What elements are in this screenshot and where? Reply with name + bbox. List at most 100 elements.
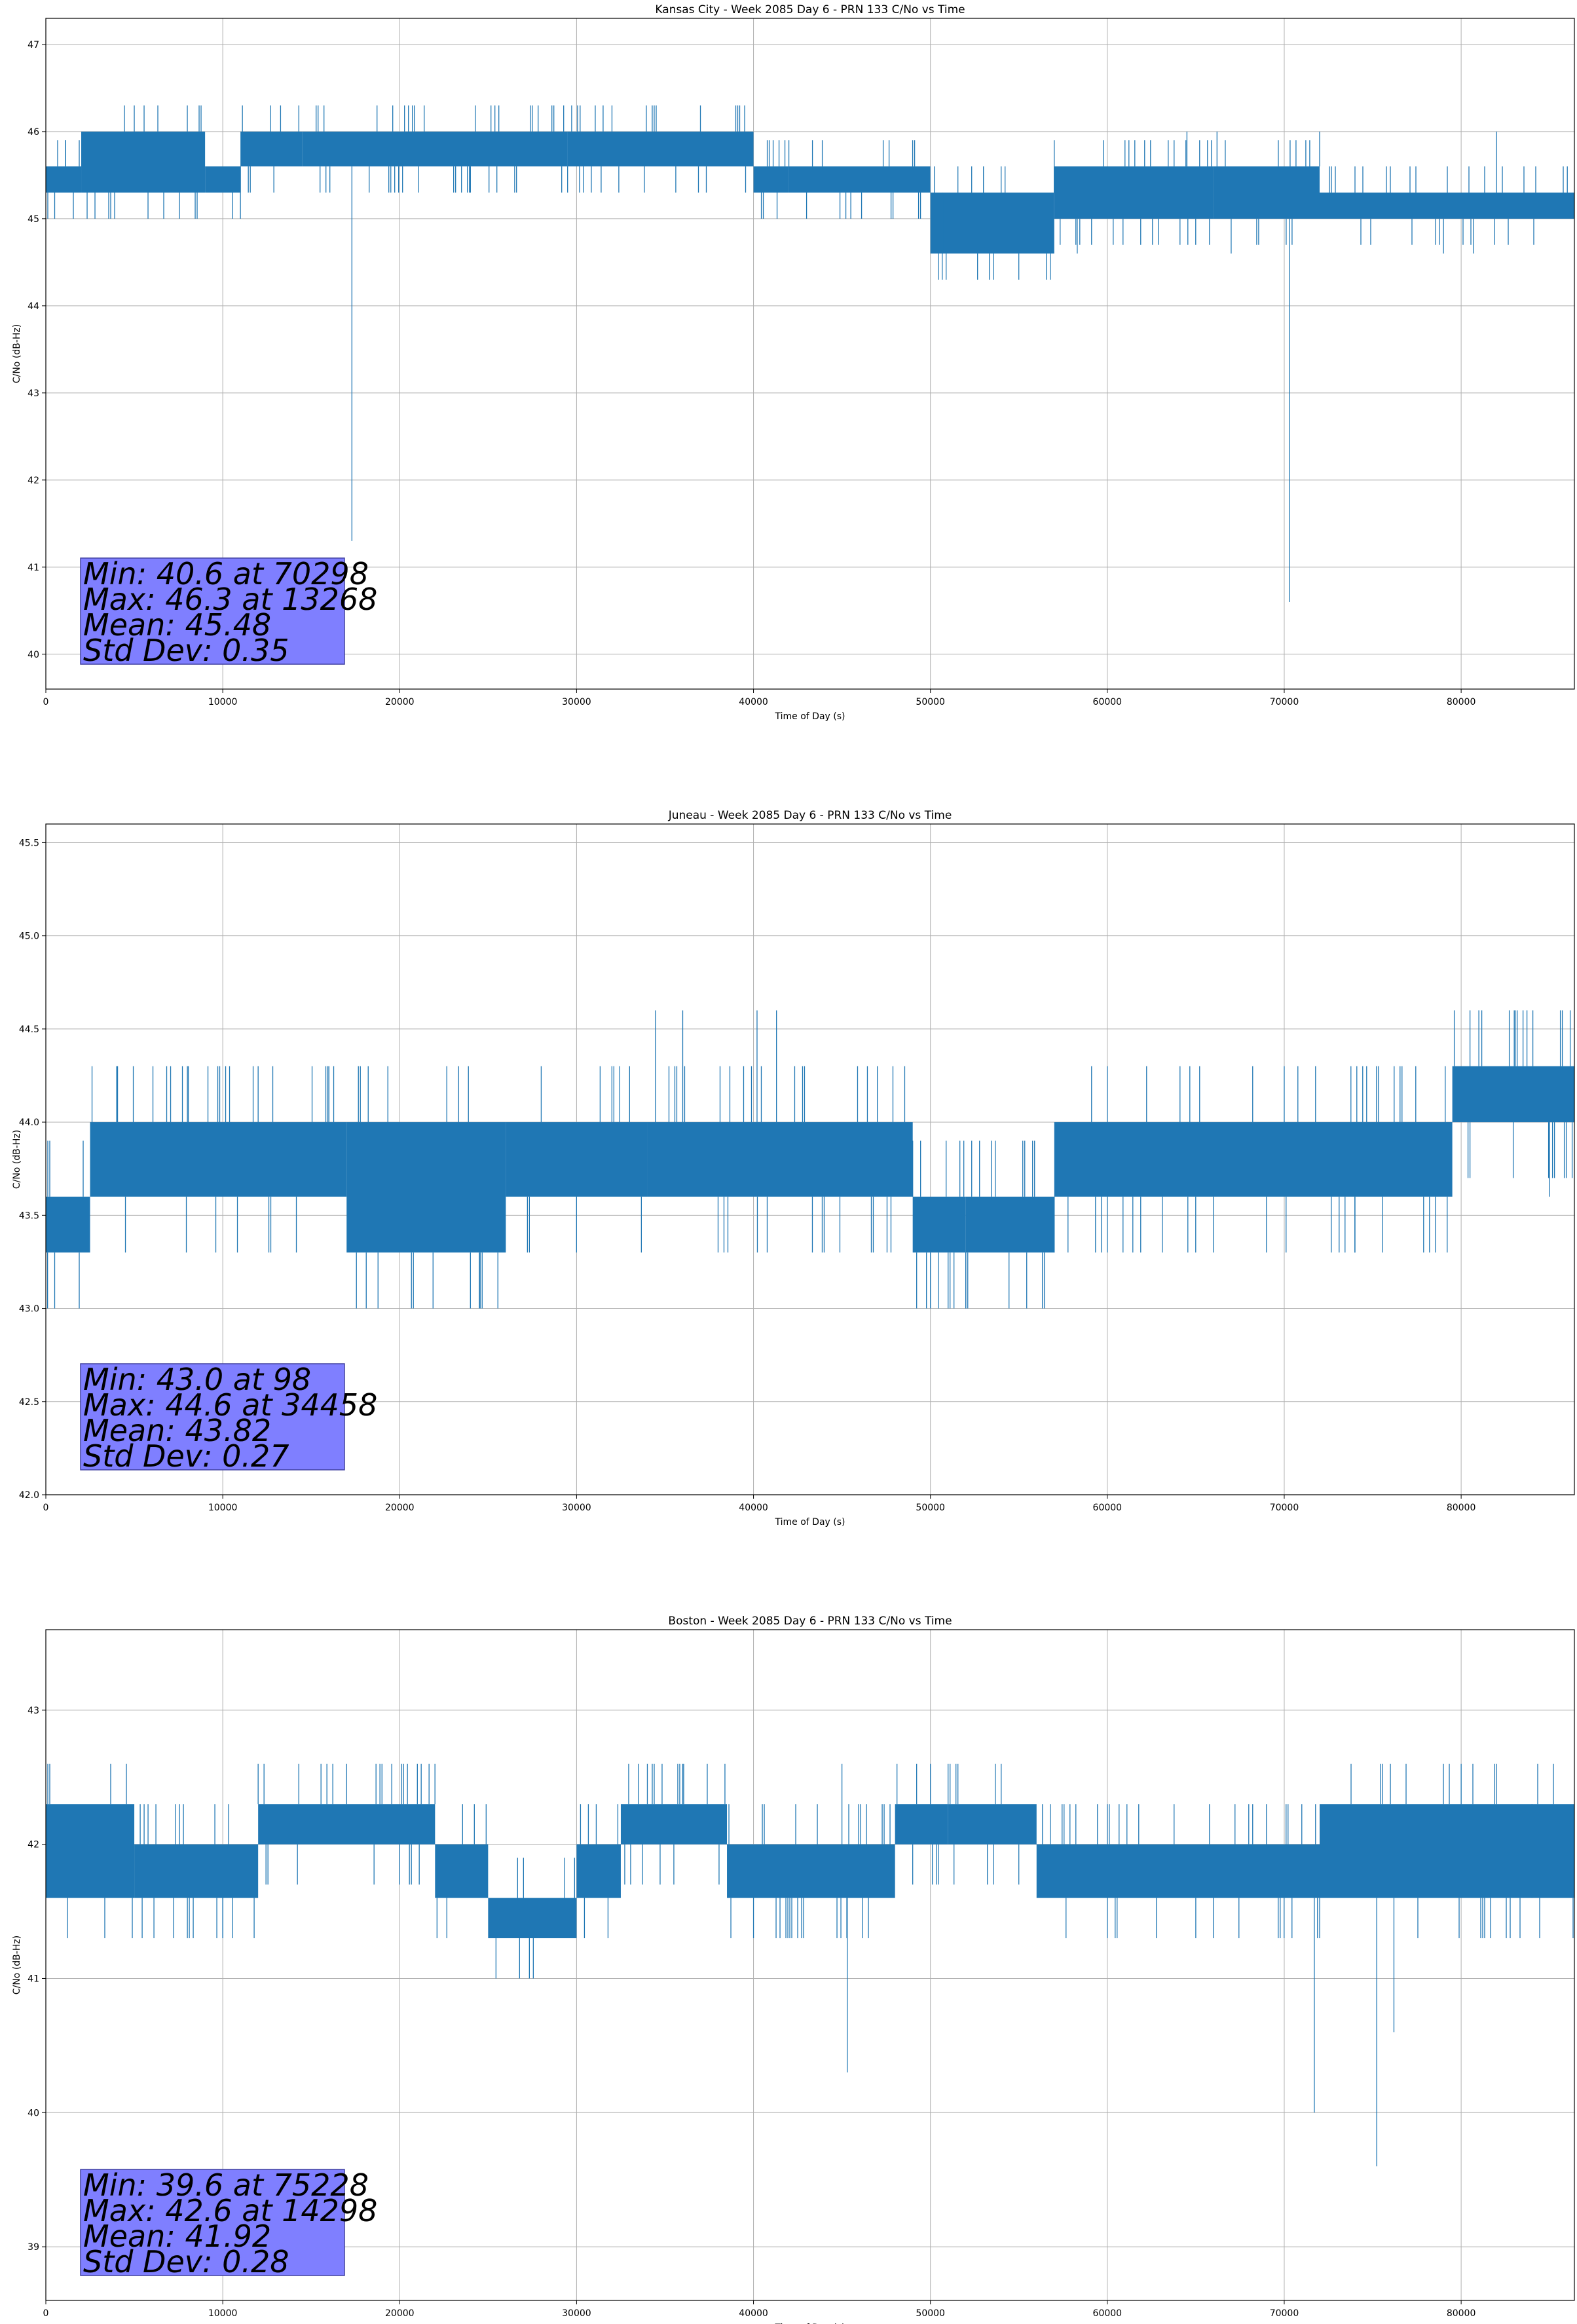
boston-stat-max: Max: 42.6 at 14298 xyxy=(83,2193,377,2228)
juneau-y-tick-label: 44.5 xyxy=(19,1024,39,1035)
kansas-city-series-band xyxy=(682,131,754,167)
juneau-x-tick-label: 60000 xyxy=(1093,1503,1122,1513)
kansas-city-x-tick-label: 10000 xyxy=(208,697,238,707)
kansas-city-x-tick-label: 60000 xyxy=(1093,697,1122,707)
juneau-y-tick-label: 44.0 xyxy=(19,1117,39,1128)
juneau-stats-box xyxy=(80,1363,345,1471)
kansas-city-stat-mean: Mean: 45.48 xyxy=(83,607,271,643)
kansas-city-series-band xyxy=(1213,166,1320,219)
juneau-series-band xyxy=(346,1122,506,1253)
juneau-chart: 0 10000 20000 30000 40000 50000 60000 70000 8000… xyxy=(12,809,1575,1527)
kansas-city-series-band xyxy=(46,166,82,193)
boston-series-band xyxy=(948,1804,1037,1845)
boston-series-band xyxy=(488,1898,577,1939)
boston-series-band xyxy=(576,1844,621,1898)
kansas-city-series-band xyxy=(302,131,568,167)
juneau-series-band xyxy=(1054,1122,1453,1197)
juneau-stat-mean: Mean: 43.82 xyxy=(83,1413,271,1448)
juneau-y-tick-label: 42.5 xyxy=(19,1397,39,1408)
kansas-city-y-tick-label: 40 xyxy=(28,650,39,660)
kansas-city-y-axis-label: C/No (dB-Hz) xyxy=(12,324,22,383)
kansas-city-y-tick-label: 41 xyxy=(28,563,39,573)
boston-x-tick-label: 30000 xyxy=(562,2308,591,2319)
kansas-city-y-tick-label: 42 xyxy=(28,476,39,486)
kansas-city-plot-frame xyxy=(45,18,1575,690)
boston-chart-title: Boston - Week 2085 Day 6 - PRN 133 C/No … xyxy=(668,1615,952,1628)
juneau-chart-title: Juneau - Week 2085 Day 6 - PRN 133 C/No … xyxy=(668,809,952,822)
kansas-city-series-band xyxy=(240,131,303,167)
boston-x-tick-label: 60000 xyxy=(1093,2308,1122,2319)
kansas-city-series-band xyxy=(788,166,931,193)
kansas-city-y-tick-label: 43 xyxy=(28,388,39,399)
juneau-x-tick-label: 20000 xyxy=(385,1503,415,1513)
boston-series-band xyxy=(620,1804,728,1845)
juneau-y-axis-label: C/No (dB-Hz) xyxy=(12,1130,22,1189)
kansas-city-x-axis-label: Time of Day (s) xyxy=(775,711,845,722)
kansas-city-series-band xyxy=(1320,192,1574,219)
kansas-city-stats-box xyxy=(80,557,345,665)
boston-y-tick-label: 40 xyxy=(28,2108,39,2118)
boston-stat-mean: Mean: 41.92 xyxy=(83,2219,271,2254)
juneau-series-band xyxy=(1452,1066,1574,1123)
kansas-city-series-band xyxy=(753,166,789,193)
juneau-x-tick-label: 30000 xyxy=(562,1503,591,1513)
boston-x-tick-label: 40000 xyxy=(739,2308,768,2319)
juneau-x-tick-label: 40000 xyxy=(739,1503,768,1513)
kansas-city-series-band xyxy=(81,131,206,193)
kansas-city-stat-std: Std Dev: 0.35 xyxy=(83,633,289,668)
boston-series-band xyxy=(134,1844,259,1898)
juneau-y-tick-label: 43.0 xyxy=(19,1304,39,1315)
boston-series-band xyxy=(46,1804,135,1898)
boston-x-axis-label: Time of Day (s) xyxy=(775,2323,845,2324)
boston-x-tick-label: 50000 xyxy=(916,2308,945,2319)
boston-cno-series xyxy=(46,1763,1574,2167)
kansas-city-chart: 0 10000 20000 30000 40000 50000 60000 70000 8000… xyxy=(12,3,1575,722)
boston-y-tick-label: 43 xyxy=(28,1706,39,1716)
boston-plot-frame xyxy=(45,1629,1575,2301)
kansas-city-stat-max: Max: 46.3 at 13268 xyxy=(83,582,377,617)
boston-y-axis-label: C/No (dB-Hz) xyxy=(12,1936,22,1995)
kansas-city-x-tick-label: 40000 xyxy=(739,697,768,707)
kansas-city-cno-series xyxy=(46,105,1574,603)
boston-x-tick-label: 80000 xyxy=(1447,2308,1476,2319)
kansas-city-y-tick-label: 45 xyxy=(28,214,39,225)
boston-series-band xyxy=(1320,1804,1574,1898)
juneau-stat-max: Max: 44.6 at 34458 xyxy=(83,1387,377,1423)
juneau-series-band xyxy=(46,1196,90,1253)
juneau-x-tick-label: 50000 xyxy=(916,1503,945,1513)
boston-stat-std: Std Dev: 0.28 xyxy=(83,2244,289,2279)
boston-chart: 0 10000 20000 30000 40000 50000 60000 70000 8000… xyxy=(12,1615,1575,2324)
boston-y-tick-label: 42 xyxy=(28,1840,39,1850)
kansas-city-y-tick-label: 44 xyxy=(28,301,39,312)
juneau-series-band xyxy=(647,1122,913,1197)
juneau-series-band xyxy=(90,1122,347,1197)
boston-series-band xyxy=(895,1804,948,1845)
juneau-stat-std: Std Dev: 0.27 xyxy=(83,1438,289,1474)
juneau-y-tick-label: 42.0 xyxy=(19,1490,39,1501)
boston-stat-min: Min: 39.6 at 75228 xyxy=(83,2167,369,2203)
juneau-series-band xyxy=(965,1196,1054,1253)
boston-x-tick-label: 10000 xyxy=(208,2308,238,2319)
juneau-x-tick-label: 80000 xyxy=(1447,1503,1476,1513)
boston-x-tick-label: 20000 xyxy=(385,2308,415,2319)
juneau-plot-frame xyxy=(45,823,1575,1495)
boston-x-tick-label: 70000 xyxy=(1270,2308,1299,2319)
juneau-series-band xyxy=(912,1196,966,1253)
juneau-series-band xyxy=(506,1122,648,1197)
boston-x-tick-label: 0 xyxy=(43,2308,49,2319)
juneau-y-tick-label: 45.0 xyxy=(19,931,39,942)
kansas-city-x-tick-label: 80000 xyxy=(1447,697,1476,707)
boston-y-tick-label: 39 xyxy=(28,2242,39,2253)
juneau-cno-series xyxy=(46,1010,1574,1309)
kansas-city-series-band xyxy=(205,166,241,193)
juneau-x-tick-label: 10000 xyxy=(208,1503,238,1513)
boston-series-band xyxy=(727,1844,895,1898)
boston-series-band xyxy=(435,1844,489,1898)
kansas-city-x-tick-label: 20000 xyxy=(385,697,415,707)
juneau-x-tick-label: 70000 xyxy=(1270,1503,1299,1513)
boston-series-band xyxy=(258,1804,436,1845)
boston-y-tick-label: 41 xyxy=(28,1974,39,1984)
boston-stats-box xyxy=(80,2169,345,2276)
kansas-city-x-tick-label: 50000 xyxy=(916,697,945,707)
